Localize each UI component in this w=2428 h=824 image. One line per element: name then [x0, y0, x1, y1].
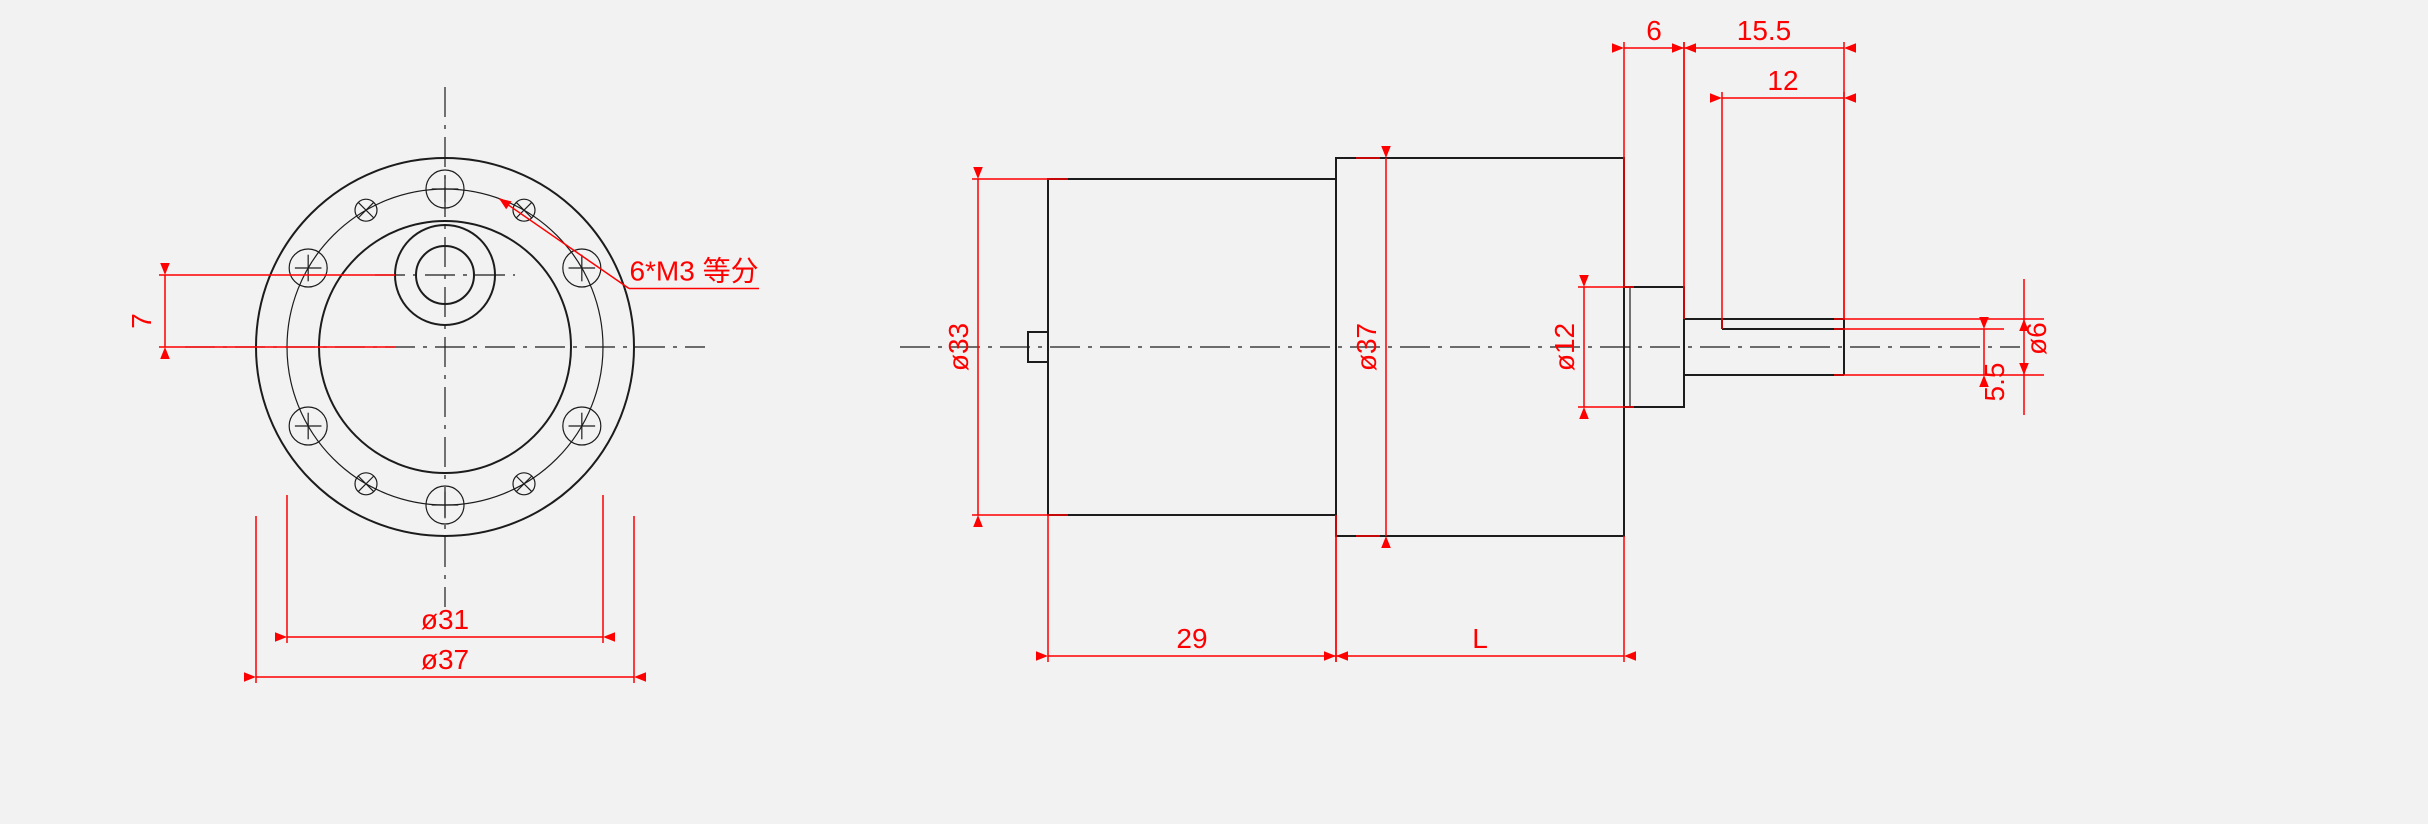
- svg-text:ø12: ø12: [1549, 323, 1580, 371]
- svg-text:7: 7: [126, 313, 157, 329]
- svg-text:12: 12: [1767, 65, 1798, 96]
- svg-text:29: 29: [1176, 623, 1207, 654]
- svg-text:ø31: ø31: [421, 604, 469, 635]
- svg-text:6*M3 等分: 6*M3 等分: [629, 256, 758, 287]
- svg-text:6: 6: [1646, 15, 1662, 46]
- svg-text:L: L: [1472, 623, 1488, 654]
- svg-text:15.5: 15.5: [1737, 15, 1792, 46]
- svg-text:ø33: ø33: [943, 323, 974, 371]
- svg-text:ø37: ø37: [1351, 323, 1382, 371]
- svg-text:ø37: ø37: [421, 644, 469, 675]
- svg-text:5.5: 5.5: [1979, 363, 2010, 402]
- svg-text:ø6: ø6: [2021, 322, 2052, 355]
